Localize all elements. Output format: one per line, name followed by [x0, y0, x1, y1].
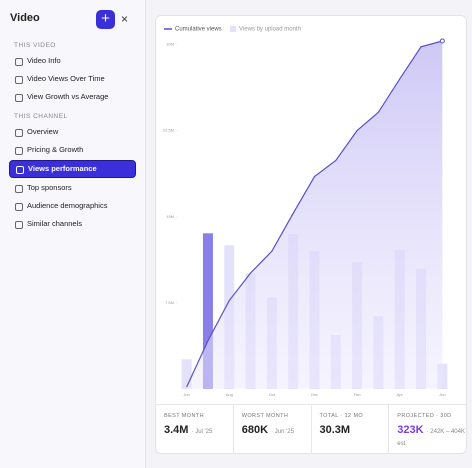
x-tick-label: Jun [183, 392, 189, 397]
end-point [439, 38, 445, 44]
stat-value: 30.3M [320, 424, 389, 436]
stat-label: TOTAL · 12 MO [319, 413, 364, 419]
sidebar-title: Video [10, 12, 40, 24]
close-button[interactable]: × [121, 12, 129, 26]
nav-item[interactable]: Top sponsors [9, 180, 136, 196]
stat-value: 323K · 242K – 404K est. [397, 424, 466, 448]
legend-label: Views by upload month [239, 27, 301, 33]
x-tick-label: Aug [226, 392, 233, 397]
stat: TOTAL · 12 MO 30.3M [312, 405, 390, 454]
x-tick-label: Feb [354, 392, 362, 397]
add-button[interactable]: + [96, 10, 115, 29]
section-heading: THIS VIDEO [14, 42, 56, 49]
section-heading: THIS CHANNEL [14, 113, 68, 120]
nav-item[interactable]: Overview [9, 124, 136, 140]
y-tick-label: 7.5M [165, 300, 174, 305]
y-tick-label: 15M [166, 214, 174, 219]
nav-item[interactable]: Pricing & Growth [9, 142, 136, 158]
y-tick-label: 22.5M [163, 128, 174, 133]
stat-value: 3.4M · Jul '25 [164, 424, 233, 436]
legend-label: Cumulative views [175, 27, 222, 33]
stat-value: 680K · Jun '25 [242, 424, 311, 436]
nav-item[interactable]: Views performance [9, 160, 136, 178]
stat: PROJECTED · 30D 323K · 242K – 404K est. [389, 405, 466, 454]
nav-item[interactable]: View Growth vs Average [9, 89, 136, 105]
sidebar: Video + × THIS VIDEO Video Info Video View… [0, 0, 146, 468]
area [186, 41, 443, 389]
bar [202, 233, 213, 389]
stat-number: 3.4M [164, 424, 189, 436]
stat: BEST MONTH 3.4M · Jul '25 [156, 405, 234, 454]
stat-note: · Jul '25 [191, 429, 213, 435]
x-tick-label: Oct [269, 392, 276, 397]
stat-number: 323K [397, 424, 424, 436]
y-tick-label: 30M [166, 42, 174, 47]
x-tick-label: Dec [311, 392, 318, 397]
nav-item[interactable]: Similar channels [9, 216, 136, 232]
bar [181, 359, 192, 389]
legend-swatch [230, 26, 236, 32]
x-tick-label: Jun [439, 392, 445, 397]
chart: Cumulative views Views by upload month 7.5… [163, 26, 448, 397]
nav-item[interactable]: Video Views Over Time [9, 71, 136, 87]
stat-label: WORST MONTH [241, 413, 289, 419]
stats-row: BEST MONTH 3.4M · Jul '25 WORST MONTH 680K … [156, 404, 466, 454]
stat-note: · 242K – 404K est. [397, 429, 465, 447]
stat-number: 30.3M [319, 424, 351, 436]
nav-item[interactable]: Video Info [9, 53, 136, 69]
line [186, 40, 443, 388]
stat-number: 680K [241, 424, 269, 436]
chart-card: Cumulative views Views by upload month 7.5… [155, 15, 467, 454]
stat-note: · Jun '25 [271, 429, 294, 435]
stat: WORST MONTH 680K · Jun '25 [234, 405, 312, 454]
nav: THIS VIDEO Video Info Video Views Over Tim… [0, 34, 145, 234]
x-tick-label: Apr [397, 392, 404, 397]
stat-label: PROJECTED · 30D [397, 413, 452, 419]
nav-item[interactable]: Audience demographics [9, 198, 136, 214]
stat-label: BEST MONTH [164, 413, 204, 419]
